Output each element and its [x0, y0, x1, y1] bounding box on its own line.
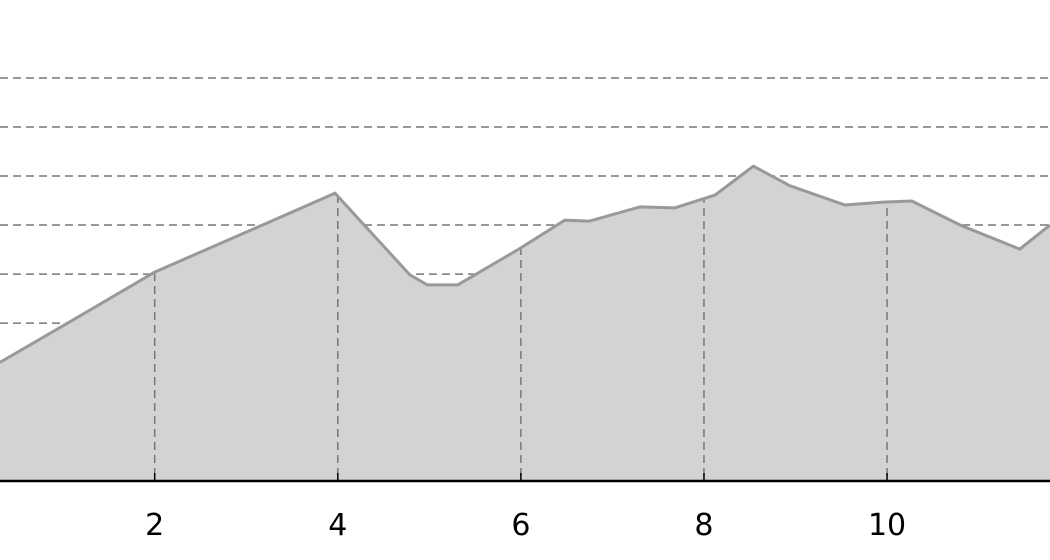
- x-tick-label: 4: [328, 508, 347, 543]
- area-fill: [0, 166, 1050, 481]
- x-tick-label: 6: [511, 508, 530, 543]
- x-tick-label: 8: [694, 508, 713, 543]
- x-tick-label: 10: [868, 508, 906, 543]
- series-line: [0, 164, 1050, 364]
- x-tick-label: 2: [145, 508, 164, 543]
- x-tick-labels: 2 4 6 8 10: [145, 473, 906, 543]
